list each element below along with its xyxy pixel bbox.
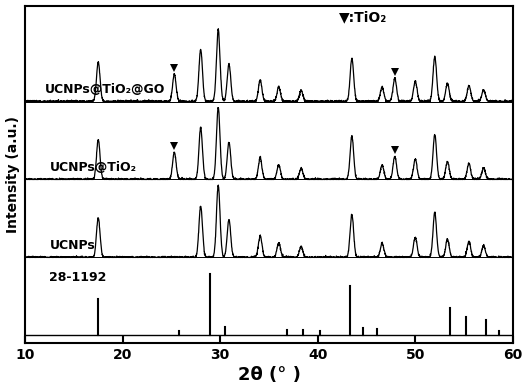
Text: UCNPs: UCNPs — [50, 239, 95, 252]
Y-axis label: Intensity (a.u.): Intensity (a.u.) — [6, 116, 20, 233]
Text: ▼:TiO₂: ▼:TiO₂ — [339, 10, 388, 24]
Text: UCNPs@TiO₂@GO: UCNPs@TiO₂@GO — [45, 83, 165, 96]
Text: 28-1192: 28-1192 — [50, 271, 107, 284]
Text: UCNPs@TiO₂: UCNPs@TiO₂ — [50, 161, 137, 174]
X-axis label: 2θ (° ): 2θ (° ) — [238, 367, 300, 385]
